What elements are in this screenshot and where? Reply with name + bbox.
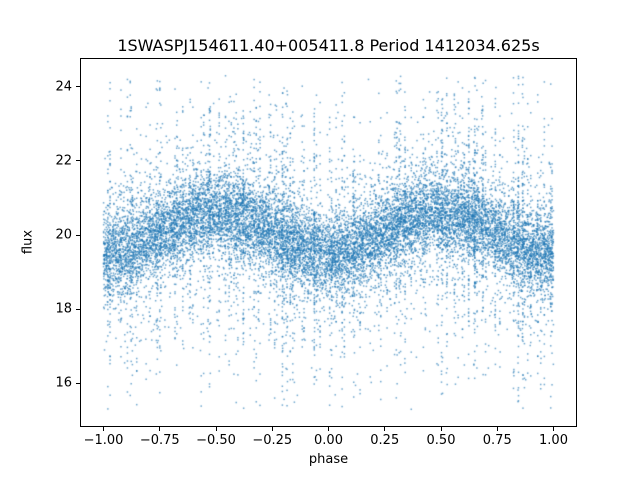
y-tick-mark <box>76 308 80 310</box>
y-tick-label: 18 <box>55 301 72 317</box>
x-tick-mark <box>440 427 442 431</box>
x-axis-label: phase <box>308 452 349 467</box>
x-tick-label: 1.00 <box>539 433 568 448</box>
x-tick-mark <box>384 427 386 431</box>
x-tick-mark <box>328 427 329 431</box>
x-tick-label: 0.00 <box>314 433 343 448</box>
y-tick-mark <box>76 234 80 236</box>
y-tick-label: 20 <box>55 227 72 243</box>
x-tick-mark <box>159 427 161 431</box>
x-tick-mark <box>271 427 273 431</box>
x-tick-mark <box>215 427 217 431</box>
y-tick-label: 24 <box>55 79 72 95</box>
y-tick-label: 16 <box>55 375 72 391</box>
x-tick-mark <box>496 427 498 431</box>
x-tick-label: 0.75 <box>482 433 512 448</box>
x-tick-mark <box>103 427 104 431</box>
plot-area <box>80 58 577 427</box>
y-tick-mark <box>76 86 80 88</box>
x-tick-label: −1.00 <box>83 433 124 448</box>
x-tick-label: −0.50 <box>196 433 236 448</box>
x-tick-label: 0.50 <box>426 433 456 448</box>
scatter-canvas <box>81 59 576 426</box>
y-axis-label: flux <box>20 229 36 255</box>
y-tick-mark <box>76 382 80 384</box>
x-tick-label: 0.25 <box>370 433 400 448</box>
x-tick-mark <box>553 427 554 431</box>
x-tick-label: −0.25 <box>252 433 293 448</box>
y-tick-label: 22 <box>55 153 72 169</box>
x-tick-label: −0.75 <box>139 433 180 448</box>
chart-title: 1SWASPJ154611.40+005411.8 Period 1412034… <box>117 36 540 55</box>
y-tick-mark <box>76 160 80 162</box>
